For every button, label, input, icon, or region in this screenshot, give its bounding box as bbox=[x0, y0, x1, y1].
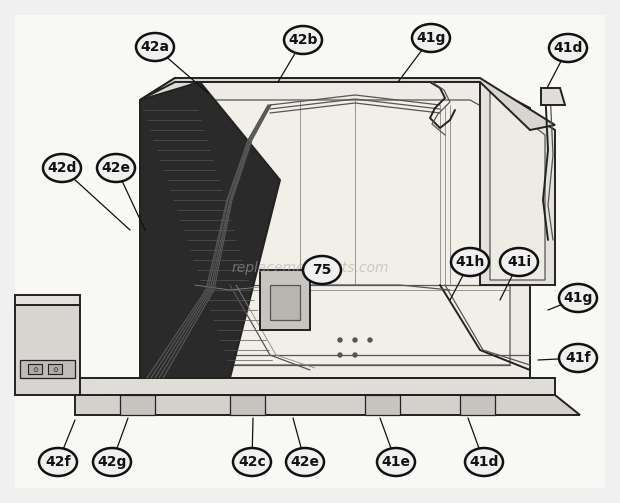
Text: 42e: 42e bbox=[102, 161, 130, 175]
Ellipse shape bbox=[39, 448, 77, 476]
Polygon shape bbox=[195, 82, 530, 378]
Polygon shape bbox=[20, 360, 75, 378]
Text: 41g: 41g bbox=[416, 31, 446, 45]
Text: replacementparts.com: replacementparts.com bbox=[231, 261, 389, 275]
Polygon shape bbox=[210, 100, 510, 365]
Ellipse shape bbox=[412, 24, 450, 52]
Polygon shape bbox=[460, 395, 495, 415]
Text: 41h: 41h bbox=[455, 255, 485, 269]
Text: ⊙: ⊙ bbox=[52, 367, 58, 373]
Ellipse shape bbox=[93, 448, 131, 476]
Polygon shape bbox=[15, 295, 80, 305]
Ellipse shape bbox=[451, 248, 489, 276]
Polygon shape bbox=[140, 78, 555, 130]
Text: 41d: 41d bbox=[469, 455, 498, 469]
Polygon shape bbox=[75, 395, 580, 415]
Bar bbox=[260, 270, 310, 330]
Polygon shape bbox=[140, 78, 195, 378]
Text: 42a: 42a bbox=[141, 40, 169, 54]
Text: 42c: 42c bbox=[238, 455, 266, 469]
Bar bbox=[28, 364, 42, 374]
Text: 41f: 41f bbox=[565, 351, 591, 365]
Text: 41e: 41e bbox=[381, 455, 410, 469]
Polygon shape bbox=[140, 82, 280, 378]
Ellipse shape bbox=[303, 256, 341, 284]
Ellipse shape bbox=[377, 448, 415, 476]
Ellipse shape bbox=[136, 33, 174, 61]
Ellipse shape bbox=[559, 284, 597, 312]
Text: 41i: 41i bbox=[507, 255, 531, 269]
Polygon shape bbox=[541, 88, 565, 105]
Circle shape bbox=[338, 353, 342, 357]
Text: 42d: 42d bbox=[47, 161, 77, 175]
Ellipse shape bbox=[233, 448, 271, 476]
Ellipse shape bbox=[284, 26, 322, 54]
Polygon shape bbox=[75, 378, 555, 395]
Text: 42f: 42f bbox=[45, 455, 71, 469]
Circle shape bbox=[353, 353, 357, 357]
Circle shape bbox=[353, 338, 357, 342]
Polygon shape bbox=[230, 395, 265, 415]
Polygon shape bbox=[365, 395, 400, 415]
Text: 41d: 41d bbox=[553, 41, 583, 55]
Text: 42e: 42e bbox=[291, 455, 319, 469]
Text: ⊙: ⊙ bbox=[32, 367, 38, 373]
Ellipse shape bbox=[43, 154, 81, 182]
Polygon shape bbox=[490, 92, 545, 280]
Ellipse shape bbox=[549, 34, 587, 62]
Bar bbox=[48, 364, 62, 374]
Text: 41g: 41g bbox=[564, 291, 593, 305]
Polygon shape bbox=[480, 82, 555, 285]
Circle shape bbox=[338, 338, 342, 342]
Polygon shape bbox=[120, 395, 155, 415]
Ellipse shape bbox=[465, 448, 503, 476]
Text: 75: 75 bbox=[312, 263, 332, 277]
Text: 42g: 42g bbox=[97, 455, 126, 469]
Polygon shape bbox=[15, 305, 80, 395]
Ellipse shape bbox=[500, 248, 538, 276]
Ellipse shape bbox=[286, 448, 324, 476]
Circle shape bbox=[368, 338, 372, 342]
Ellipse shape bbox=[559, 344, 597, 372]
Ellipse shape bbox=[97, 154, 135, 182]
Bar bbox=[270, 285, 300, 320]
Polygon shape bbox=[160, 82, 195, 378]
Text: 42b: 42b bbox=[288, 33, 317, 47]
